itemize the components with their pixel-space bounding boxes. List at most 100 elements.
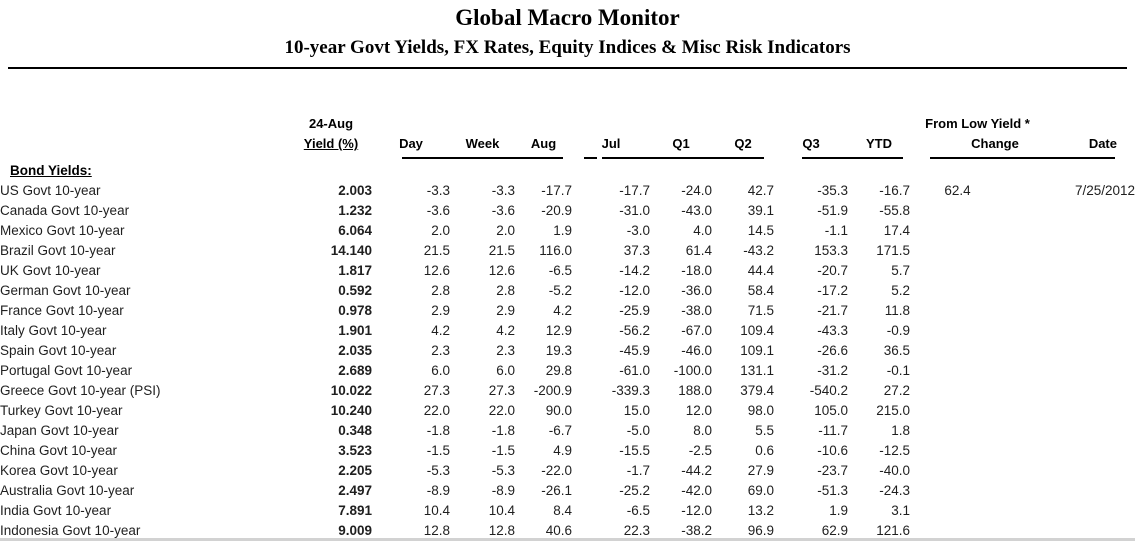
day-value: 12.8 bbox=[423, 523, 450, 538]
table-row: France Govt 10-year 0.978 2.9 2.9 4.2 -25.9 -3… bbox=[0, 301, 1135, 321]
title-divider bbox=[8, 67, 1127, 69]
yield-value: 1.232 bbox=[338, 203, 372, 218]
q3-value: -540.2 bbox=[809, 383, 848, 398]
col-group-header-from-low-yield: From Low Yield * bbox=[925, 116, 1030, 131]
day-value: 2.8 bbox=[431, 283, 450, 298]
q2-value: 5.5 bbox=[755, 423, 774, 438]
q3-value: -11.7 bbox=[818, 423, 848, 438]
q3-value: 105.0 bbox=[814, 403, 848, 418]
aug-value: -200.9 bbox=[533, 383, 572, 398]
change-value bbox=[910, 341, 1005, 361]
q1-value: -100.0 bbox=[673, 363, 712, 378]
row-label: German Govt 10-year bbox=[0, 283, 131, 298]
col-header-change: Change bbox=[971, 136, 1019, 151]
yield-value: 0.592 bbox=[338, 283, 372, 298]
table-row: Japan Govt 10-year 0.348 -1.8 -1.8 -6.7 -5.0 8… bbox=[0, 421, 1135, 441]
q3-value: -35.3 bbox=[817, 183, 848, 198]
change-value bbox=[910, 421, 1005, 441]
row-label: Korea Govt 10-year bbox=[0, 463, 118, 478]
table-row: Spain Govt 10-year 2.035 2.3 2.3 19.3 -45.9 -4… bbox=[0, 341, 1135, 361]
q3-value: -31.2 bbox=[817, 363, 848, 378]
aug-value: 4.2 bbox=[553, 303, 572, 318]
aug-value: 40.6 bbox=[545, 523, 572, 538]
yield-value: 7.891 bbox=[338, 503, 372, 518]
jul-value: -56.2 bbox=[619, 323, 650, 338]
ytd-value: 171.5 bbox=[876, 243, 910, 258]
day-value: -3.3 bbox=[426, 183, 450, 198]
q1-value: 4.0 bbox=[693, 223, 712, 238]
row-label: UK Govt 10-year bbox=[0, 263, 101, 278]
row-label: France Govt 10-year bbox=[0, 303, 124, 318]
underline-jul-q1-q2 bbox=[602, 157, 764, 159]
week-value: -3.6 bbox=[491, 203, 515, 218]
ytd-value: 5.2 bbox=[891, 283, 910, 298]
q1-value: -38.0 bbox=[681, 303, 712, 318]
date-value bbox=[1005, 381, 1135, 401]
q3-value: -51.9 bbox=[817, 203, 848, 218]
section-label-bond-yields: Bond Yields: bbox=[10, 163, 92, 178]
q3-value: -1.1 bbox=[824, 223, 848, 238]
table-row: India Govt 10-year 7.891 10.4 10.4 8.4 -6.5 -1… bbox=[0, 501, 1135, 521]
table-row: Korea Govt 10-year 2.205 -5.3 -5.3 -22.0 -1.7… bbox=[0, 461, 1135, 481]
yield-value: 0.978 bbox=[338, 303, 372, 318]
jul-value: 22.3 bbox=[623, 523, 650, 538]
day-value: -1.5 bbox=[426, 443, 450, 458]
table-row: Portugal Govt 10-year 2.689 6.0 6.0 29.8 -61.… bbox=[0, 361, 1135, 381]
q2-value: 98.0 bbox=[747, 403, 774, 418]
page-subtitle: 10-year Govt Yields, FX Rates, Equity In… bbox=[284, 37, 851, 58]
aug-value: -5.2 bbox=[548, 283, 572, 298]
q1-value: -24.0 bbox=[681, 183, 712, 198]
ytd-value: 11.8 bbox=[884, 303, 910, 318]
q3-value: 1.9 bbox=[829, 503, 848, 518]
table-row: Indonesia Govt 10-year 9.009 12.8 12.8 40.6 2… bbox=[0, 521, 1135, 541]
q2-value: 109.4 bbox=[740, 323, 774, 338]
row-label: China Govt 10-year bbox=[0, 443, 118, 458]
week-value: 10.4 bbox=[488, 503, 515, 518]
col-header-jul: Jul bbox=[601, 136, 621, 151]
ytd-value: -12.5 bbox=[879, 443, 910, 458]
yield-value: 2.689 bbox=[338, 363, 372, 378]
day-value: 10.4 bbox=[423, 503, 450, 518]
day-value: 2.0 bbox=[431, 223, 450, 238]
col-header-24aug: 24-Aug bbox=[308, 116, 354, 131]
change-value bbox=[910, 381, 1005, 401]
ytd-value: 17.4 bbox=[883, 223, 910, 238]
row-label: Australia Govt 10-year bbox=[0, 483, 135, 498]
underline-spacer-dash bbox=[584, 157, 597, 159]
q1-value: -36.0 bbox=[681, 283, 712, 298]
yield-value: 2.035 bbox=[338, 343, 372, 358]
q3-value: -21.7 bbox=[817, 303, 848, 318]
q2-value: 0.6 bbox=[755, 443, 774, 458]
date-value bbox=[1005, 261, 1135, 281]
q3-value: -17.2 bbox=[817, 283, 848, 298]
page-title: Global Macro Monitor bbox=[455, 5, 680, 30]
table-row: Brazil Govt 10-year 14.140 21.5 21.5 116.0 37… bbox=[0, 241, 1135, 261]
aug-value: 19.3 bbox=[545, 343, 572, 358]
yield-value: 0.348 bbox=[338, 423, 372, 438]
q2-value: 13.2 bbox=[747, 503, 774, 518]
q3-value: -23.7 bbox=[817, 463, 848, 478]
day-value: 22.0 bbox=[423, 403, 450, 418]
row-label: US Govt 10-year bbox=[0, 183, 101, 198]
jul-value: -14.2 bbox=[619, 263, 650, 278]
row-label: Spain Govt 10-year bbox=[0, 343, 117, 358]
day-value: 21.5 bbox=[423, 243, 450, 258]
q2-value: 96.9 bbox=[747, 523, 774, 538]
q3-value: 62.9 bbox=[821, 523, 848, 538]
table-row: US Govt 10-year 2.003 -3.3 -3.3 -17.7 -17.7 -2… bbox=[0, 181, 1135, 201]
change-value bbox=[910, 501, 1005, 521]
q3-value: -43.3 bbox=[817, 323, 848, 338]
aug-value: -6.7 bbox=[548, 423, 572, 438]
date-value bbox=[1005, 321, 1135, 341]
q2-value: 39.1 bbox=[747, 203, 774, 218]
table-row: Italy Govt 10-year 1.901 4.2 4.2 12.9 -56.2 -6… bbox=[0, 321, 1135, 341]
yield-value: 10.240 bbox=[330, 403, 372, 418]
q1-value: -67.0 bbox=[681, 323, 712, 338]
aug-value: -17.7 bbox=[541, 183, 572, 198]
change-value bbox=[910, 301, 1005, 321]
ytd-value: 1.8 bbox=[891, 423, 910, 438]
q3-value: -26.6 bbox=[817, 343, 848, 358]
q1-value: -43.0 bbox=[681, 203, 712, 218]
ytd-value: -0.1 bbox=[886, 363, 910, 378]
jul-value: -1.7 bbox=[626, 463, 650, 478]
